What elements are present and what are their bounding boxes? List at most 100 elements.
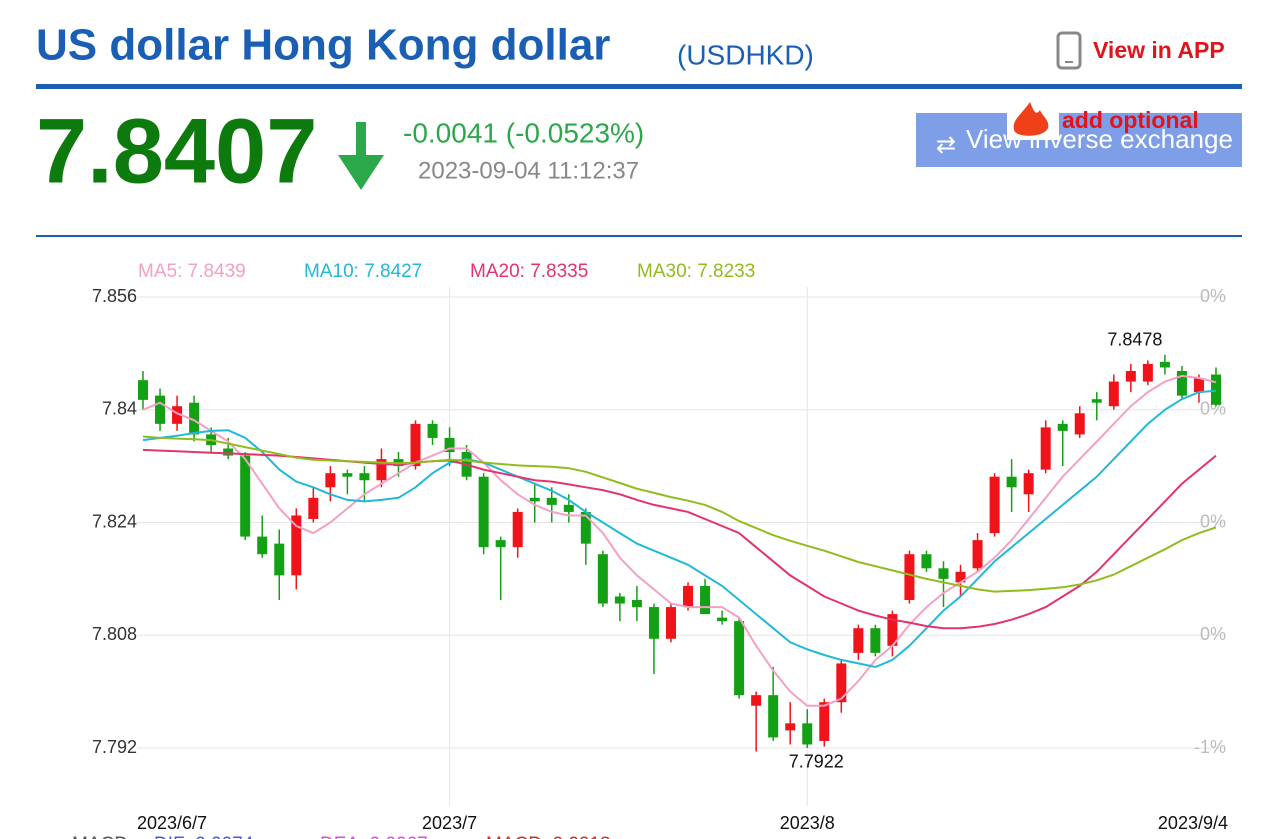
candle-body	[1159, 361, 1170, 368]
candle-body	[631, 600, 642, 608]
candle-body	[648, 607, 659, 639]
candle-body	[1142, 363, 1153, 382]
y2-tick-label: 0%	[1200, 624, 1226, 644]
candle-body	[921, 554, 932, 569]
candle-body	[512, 511, 523, 548]
candle-body	[1193, 378, 1204, 393]
candle-body	[1176, 370, 1187, 396]
candle-body	[597, 554, 608, 604]
candle-body	[359, 473, 370, 481]
x-tick-label: 2023/8	[780, 813, 835, 833]
y-tick-label: 7.84	[102, 399, 137, 419]
candle-body	[853, 628, 864, 653]
candle-body	[563, 504, 574, 512]
y2-tick-label: -1%	[1194, 737, 1226, 757]
macd-label: DIF: 0.0074	[154, 834, 254, 839]
y-tick-label: 7.808	[92, 624, 137, 644]
y2-tick-label: 0%	[1200, 511, 1226, 531]
change: -0.0041 (-0.0523%)	[403, 117, 644, 148]
candle-body	[870, 628, 881, 653]
candle-body	[1074, 413, 1085, 435]
candle-body	[1040, 427, 1051, 470]
header-rule	[36, 84, 1242, 89]
candle-body	[819, 702, 830, 741]
candle-body	[683, 585, 694, 608]
arrow-head	[338, 155, 384, 190]
candle-body	[1091, 399, 1102, 403]
candle-body	[529, 497, 540, 502]
y-tick-label: 7.856	[92, 286, 137, 306]
title: US dollar Hong Kong dollar	[36, 21, 610, 70]
candle-body	[614, 596, 625, 604]
x-tick-label: 2023/7	[422, 813, 477, 833]
candle-body	[989, 476, 1000, 534]
down-arrow	[338, 122, 384, 190]
legend-entry: MA30: 7.8233	[637, 261, 755, 282]
swap-icon: ⇄	[936, 131, 956, 158]
candle-body	[274, 543, 285, 576]
candle-body	[257, 536, 268, 555]
add-optional[interactable]: add optional	[1062, 107, 1199, 133]
candle-body	[665, 607, 676, 639]
candle-body	[189, 402, 200, 435]
candle-body	[1108, 381, 1119, 407]
candle-body	[717, 617, 728, 622]
flame-icon[interactable]	[1007, 100, 1059, 140]
price: 7.8407	[36, 100, 317, 202]
inverse-button[interactable]	[916, 113, 1242, 167]
legend-entry: MA10: 7.8427	[304, 261, 422, 282]
candle-body	[1125, 370, 1136, 382]
x-tick-label: 2023/9/4	[1158, 813, 1228, 833]
candle-body	[1211, 374, 1221, 405]
x-tick-label: 2023/6/7	[137, 813, 207, 833]
candle-body	[342, 473, 353, 477]
candle-body	[836, 663, 847, 703]
ma-line	[142, 448, 1217, 630]
candle-body	[904, 554, 915, 601]
macd-label: DEA: 0.0067	[320, 834, 428, 839]
candle-body	[1057, 423, 1068, 431]
y2-tick-label: 0%	[1200, 286, 1226, 306]
candle-body	[240, 455, 251, 537]
legend-entry: MA20: 7.8335	[470, 261, 588, 282]
candle-body	[768, 695, 779, 738]
candle-body	[802, 723, 813, 745]
y-tick-label: 7.792	[92, 737, 137, 757]
candle-body	[427, 423, 438, 438]
flame	[1013, 102, 1049, 136]
candle-body	[495, 540, 506, 548]
candle-body	[291, 515, 302, 576]
ma-line	[142, 389, 1217, 669]
candle-body	[972, 540, 983, 569]
app-link[interactable]: View in APP	[1093, 37, 1225, 63]
candle-body	[223, 448, 234, 456]
legend-entry: MA5: 7.8439	[138, 261, 246, 282]
high-label: 7.8478	[1107, 330, 1162, 350]
candle-body	[734, 621, 745, 696]
candle-body	[410, 423, 421, 467]
candle-body	[376, 459, 387, 481]
phone-icon[interactable]	[1056, 31, 1082, 70]
candle-body	[938, 568, 949, 579]
candle-body	[138, 380, 148, 400]
candle-body	[955, 571, 966, 583]
phone-outline	[1056, 31, 1082, 70]
candle-body	[546, 497, 557, 505]
candle-body	[1023, 473, 1034, 495]
macd-label: MACD	[72, 834, 128, 839]
candle-body	[325, 473, 336, 488]
ma-line	[142, 435, 1217, 593]
candle-body	[444, 437, 455, 453]
candle-body	[785, 723, 796, 731]
candle-body	[172, 406, 183, 424]
candle-body	[751, 695, 762, 706]
candle-body	[308, 497, 319, 519]
ma-line	[142, 374, 1217, 707]
y-tick-label: 7.824	[92, 511, 137, 531]
candle-body	[478, 476, 489, 548]
candle-body	[155, 395, 166, 424]
chart-rule	[36, 235, 1242, 237]
low-label: 7.7922	[789, 751, 844, 771]
